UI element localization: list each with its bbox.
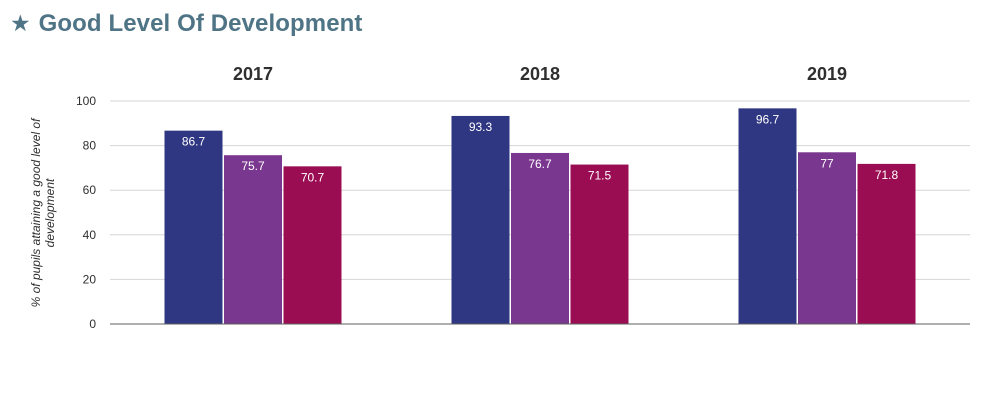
- data-label: 76.7: [528, 157, 552, 171]
- bar: [224, 155, 282, 324]
- bar: [570, 164, 629, 324]
- data-label: 71.8: [875, 168, 899, 182]
- axes: 0 20 40 60 80 100 % of pupils attaining a good…: [29, 64, 970, 331]
- bar: [283, 166, 342, 324]
- bar: [164, 130, 223, 324]
- y-tick-label: 40: [83, 228, 97, 242]
- y-tick-label: 100: [76, 94, 96, 108]
- chart-title-area: ★ Good Level Of Development: [10, 8, 363, 40]
- bar: [857, 163, 916, 324]
- y-tick-label: 0: [89, 317, 96, 331]
- bar: [451, 115, 510, 324]
- bar: [738, 108, 797, 324]
- data-label: 77: [820, 156, 834, 170]
- data-label: 93.3: [469, 120, 493, 134]
- y-tick-label: 80: [83, 139, 97, 153]
- y-axis-label: % of pupils attaining a good level ofdev…: [29, 117, 57, 307]
- group-label: 2017: [233, 64, 273, 84]
- y-tick-label: 60: [83, 183, 97, 197]
- y-tick-label: 20: [83, 272, 97, 286]
- star-icon: ★: [10, 9, 31, 36]
- bars: [164, 108, 916, 324]
- data-label: 71.5: [588, 169, 612, 183]
- y-axis-label-line: % of pupils attaining a good level of: [29, 117, 43, 307]
- data-labels: 86.7 75.7 70.7 93.3 76.7 71.5 96.7 77 71.8: [182, 112, 899, 184]
- group-label: 2018: [520, 64, 560, 84]
- group-label: 2019: [807, 64, 847, 84]
- data-label: 86.7: [182, 135, 206, 149]
- page-title: Good Level Of Development: [38, 10, 363, 37]
- data-label: 70.7: [301, 170, 325, 184]
- data-label: 75.7: [241, 159, 265, 173]
- bar: [511, 152, 569, 324]
- y-axis-label-line: development: [43, 178, 57, 247]
- bar: [798, 152, 856, 324]
- data-label: 96.7: [756, 112, 780, 126]
